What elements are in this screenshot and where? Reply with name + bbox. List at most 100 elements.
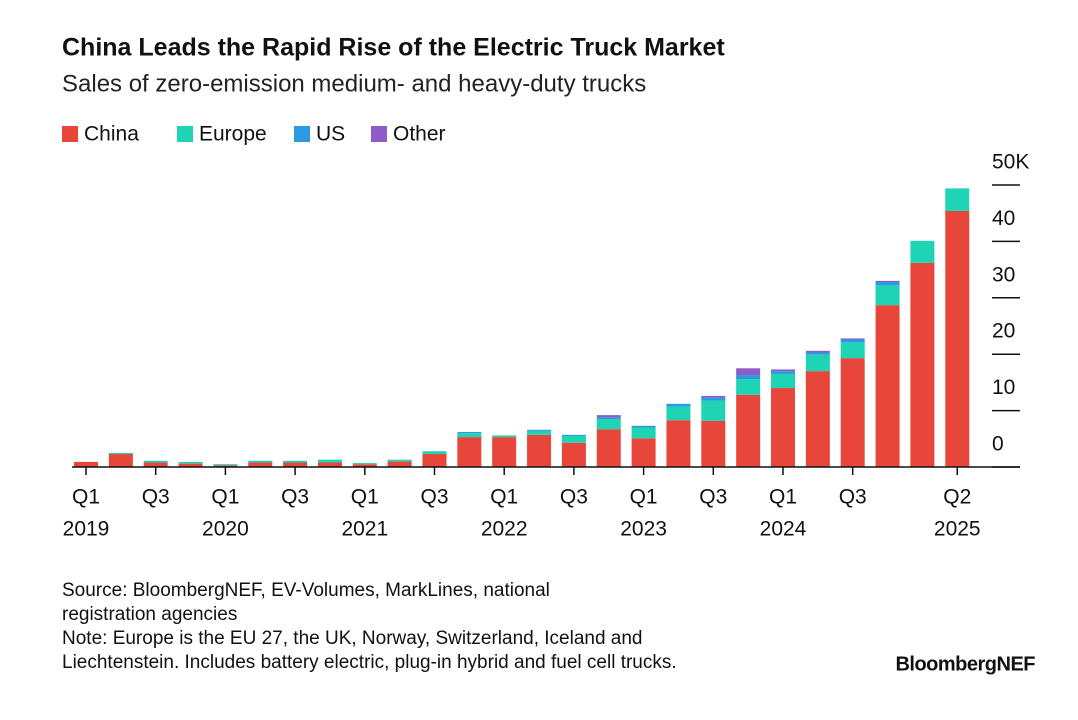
bar-segment bbox=[108, 454, 133, 467]
legend-label: US bbox=[316, 123, 345, 146]
bar-segment bbox=[771, 369, 795, 372]
legend-label: China bbox=[84, 123, 139, 146]
x-tick-label: Q3 bbox=[142, 486, 170, 509]
bar-segment bbox=[248, 460, 273, 463]
bar-segment bbox=[352, 464, 377, 467]
y-tick-label: 10 bbox=[992, 376, 1015, 399]
brand-logo: BloombergNEF bbox=[895, 653, 1035, 675]
bar-segment bbox=[701, 395, 726, 398]
x-year-label: 2021 bbox=[341, 518, 388, 541]
bar-segment bbox=[248, 462, 273, 467]
x-tick-label: Q3 bbox=[420, 486, 448, 509]
bar-segment bbox=[317, 459, 342, 463]
legend-swatch bbox=[371, 126, 387, 142]
y-tick-label: 0 bbox=[992, 433, 1004, 456]
bar-segment bbox=[945, 188, 970, 211]
bar-segment bbox=[457, 433, 482, 438]
note-line: Note: Europe is the EU 27, the UK, Norwa… bbox=[62, 628, 643, 649]
bar-segment bbox=[492, 435, 517, 438]
x-tick-label: Q1 bbox=[769, 486, 797, 509]
bar-segment bbox=[457, 437, 482, 467]
bar-segment bbox=[701, 400, 726, 421]
bar-segment bbox=[840, 342, 865, 359]
legend-label: Europe bbox=[199, 123, 267, 146]
bar-segment bbox=[805, 352, 830, 355]
bar-segment bbox=[213, 464, 238, 466]
x-tick-label: Q1 bbox=[630, 486, 658, 509]
y-tick-label: 30 bbox=[992, 263, 1015, 286]
bar-segment bbox=[840, 338, 865, 340]
x-tick-label: Q1 bbox=[211, 486, 239, 509]
legend-swatch bbox=[177, 126, 193, 142]
bar-segment bbox=[317, 462, 342, 467]
bar-segment bbox=[910, 240, 935, 263]
bar-segment bbox=[143, 460, 168, 463]
bar-segment bbox=[805, 371, 830, 467]
bar-segment bbox=[736, 375, 761, 380]
bar-segment bbox=[736, 379, 761, 395]
bar-segment bbox=[352, 463, 377, 465]
chart-title: China Leads the Rapid Rise of the Electr… bbox=[62, 34, 725, 62]
bar-segment bbox=[596, 419, 621, 430]
x-tick-label: Q1 bbox=[351, 486, 379, 509]
bar-segment bbox=[561, 435, 586, 443]
bar-segment bbox=[666, 403, 691, 407]
bar-segment bbox=[805, 354, 830, 372]
x-tick-label: Q3 bbox=[839, 486, 867, 509]
bar-segment bbox=[561, 442, 586, 467]
bar-segment bbox=[283, 460, 308, 463]
bar-segment bbox=[666, 420, 691, 467]
bar-segment bbox=[805, 350, 830, 353]
x-tick-label: Q3 bbox=[281, 486, 309, 509]
bar-segment bbox=[108, 452, 133, 455]
bar-segment bbox=[457, 432, 482, 434]
legend-swatch bbox=[294, 126, 310, 142]
bar-segment bbox=[666, 406, 691, 421]
x-tick-label: Q3 bbox=[560, 486, 588, 509]
bar-segment bbox=[875, 280, 900, 283]
source-line: Source: BloombergNEF, EV-Volumes, MarkLi… bbox=[62, 580, 550, 601]
x-tick-label: Q1 bbox=[72, 486, 100, 509]
bar-segment bbox=[631, 427, 656, 439]
bar-segment bbox=[143, 462, 168, 467]
bar-segment bbox=[771, 388, 795, 467]
chart-subtitle: Sales of zero-emission medium- and heavy… bbox=[62, 70, 646, 97]
bar-segment bbox=[561, 434, 586, 436]
y-tick-label: 50K bbox=[992, 151, 1029, 174]
bar-segment bbox=[527, 429, 552, 431]
bar-segment bbox=[945, 210, 970, 467]
bar-segment bbox=[631, 438, 656, 467]
bar-segment bbox=[283, 462, 308, 467]
bar-segment bbox=[736, 368, 761, 376]
bar-segment bbox=[875, 305, 900, 467]
bar-segment bbox=[771, 371, 795, 374]
bar-segment bbox=[596, 429, 621, 467]
bar-segment bbox=[631, 425, 656, 428]
y-tick-label: 40 bbox=[992, 207, 1015, 230]
bar-segment bbox=[387, 461, 412, 467]
bar-segment bbox=[701, 397, 726, 401]
x-year-label: 2020 bbox=[202, 518, 249, 541]
bar-segment bbox=[701, 420, 726, 467]
bar-segment bbox=[527, 434, 552, 467]
bar-segment bbox=[178, 461, 203, 464]
bar-segment bbox=[875, 285, 900, 306]
x-year-label: 2023 bbox=[620, 518, 667, 541]
bar-segment bbox=[771, 373, 795, 389]
x-year-label: 2024 bbox=[760, 518, 807, 541]
x-year-label: 2025 bbox=[934, 518, 981, 541]
bar-segment bbox=[596, 415, 621, 418]
legend-label: Other bbox=[393, 123, 446, 146]
bar-segment bbox=[213, 465, 238, 467]
bar-segment bbox=[875, 282, 900, 286]
x-tick-label: Q2 bbox=[943, 486, 971, 509]
x-year-label: 2022 bbox=[481, 518, 528, 541]
bar-segment bbox=[840, 339, 865, 343]
bar-segment bbox=[840, 358, 865, 467]
note-line: Liechtenstein. Includes battery electric… bbox=[62, 652, 677, 673]
x-year-label: 2019 bbox=[63, 518, 110, 541]
x-tick-label: Q3 bbox=[699, 486, 727, 509]
source-line: registration agencies bbox=[62, 604, 237, 625]
x-tick-label: Q1 bbox=[490, 486, 518, 509]
